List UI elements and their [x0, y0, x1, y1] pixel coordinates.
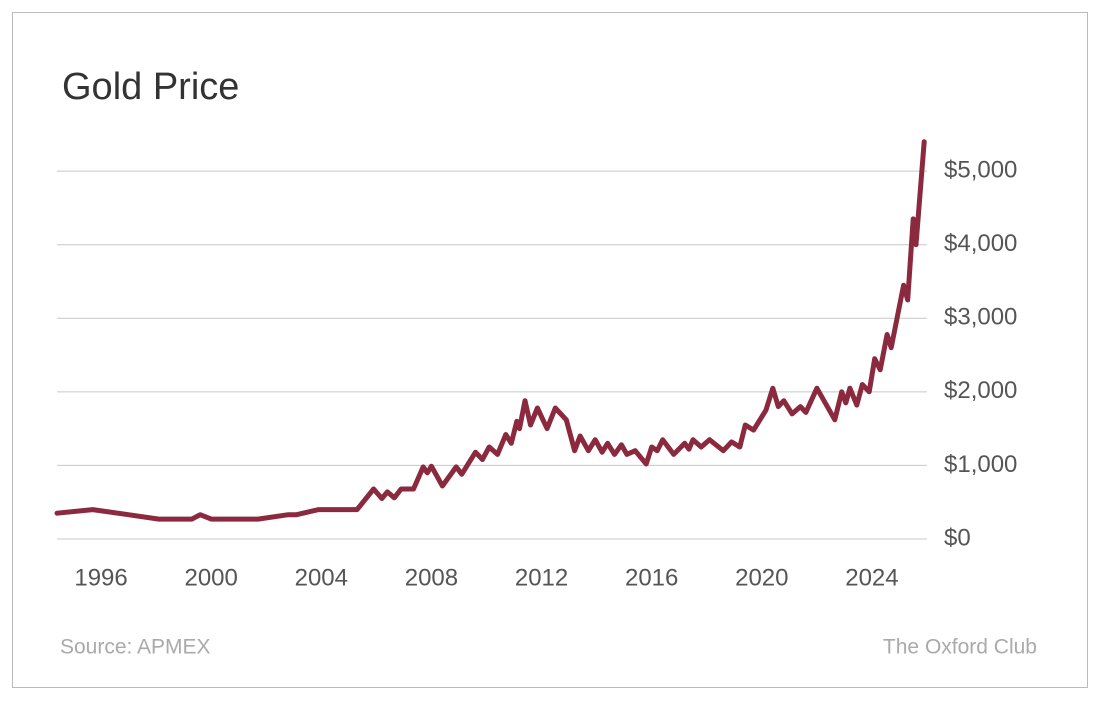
frame — [12, 12, 1088, 688]
x-tick-label: 2024 — [845, 564, 898, 591]
x-tick-label: 2016 — [625, 564, 678, 591]
y-tick-label: $5,000 — [944, 156, 1017, 183]
y-tick-label: $2,000 — [944, 377, 1017, 404]
y-tick-label: $0 — [944, 524, 971, 551]
x-tick-label: 2008 — [405, 564, 458, 591]
price-line — [54, 139, 927, 522]
y-tick-label: $4,000 — [944, 230, 1017, 257]
brand: The Oxford Club — [883, 636, 1037, 659]
x-tick-label: 2004 — [295, 564, 348, 591]
y-tick-label: $1,000 — [944, 451, 1017, 478]
chart-title: Gold Price — [62, 66, 239, 108]
source: Source: APMEX — [60, 636, 211, 659]
x-tick-label: 2000 — [184, 564, 237, 591]
x-tick-label: 2012 — [515, 564, 568, 591]
x-tick-label: 2020 — [735, 564, 788, 591]
y-tick-label: $3,000 — [944, 304, 1017, 331]
x-tick-label: 1996 — [74, 564, 127, 591]
